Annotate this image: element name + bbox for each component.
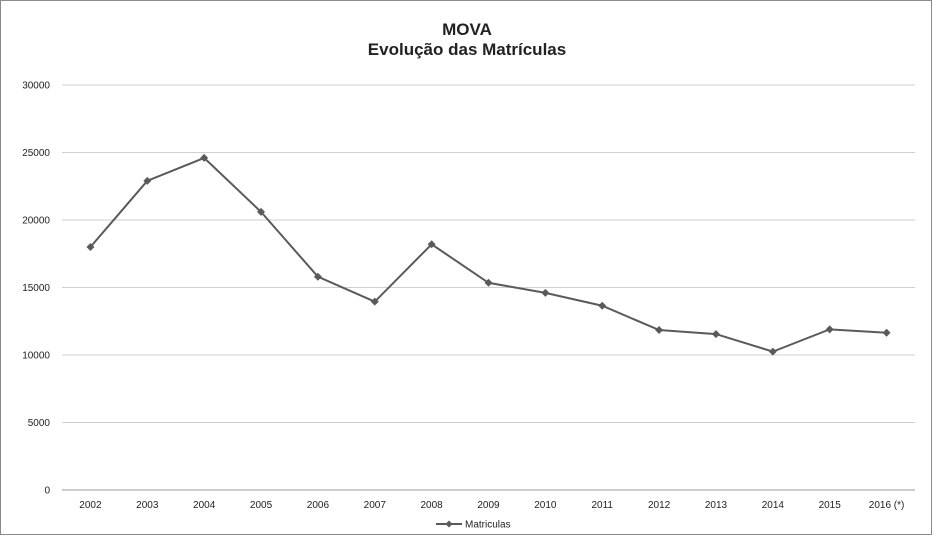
x-tick-label: 2011: [591, 500, 613, 511]
data-point: [370, 297, 379, 306]
data-point: [200, 153, 209, 162]
chart-title: MOVA: [442, 20, 492, 39]
chart-subtitle: Evolução das Matrículas: [367, 40, 567, 59]
x-tick-label: 2008: [421, 500, 444, 511]
gridlines: [62, 84, 915, 491]
chart-title-block: MOVA Evolução das Matrículas: [0, 20, 934, 60]
x-tick-label: 2014: [762, 500, 785, 511]
data-point: [427, 240, 436, 249]
data-point: [143, 176, 152, 185]
y-tick-label: 20000: [22, 216, 50, 227]
x-tick-label: 2007: [364, 500, 387, 511]
data-point: [257, 207, 266, 216]
x-tick-label: 2010: [534, 500, 557, 511]
data-point: [86, 243, 95, 251]
y-tick-label: 15000: [22, 283, 50, 294]
y-tick-label: 0: [44, 486, 50, 497]
y-tick-label: 30000: [22, 81, 50, 92]
data-point: [882, 328, 891, 337]
x-axis-ticks: 2002 2003 2004 2005 2006 2007 2008 2009 2010 2011…: [79, 500, 904, 511]
data-point: [484, 278, 493, 287]
x-tick-label: 2015: [819, 500, 842, 511]
y-axis-ticks: 0 5000 10000 15000 20000 25000 30000: [22, 81, 50, 497]
data-point: [598, 301, 607, 310]
data-point: [541, 288, 550, 297]
x-tick-label: 2016 (*): [869, 500, 905, 511]
data-point: [825, 325, 834, 334]
legend-marker: [445, 520, 453, 528]
x-tick-label: 2003: [136, 500, 159, 511]
x-tick-label: 2006: [307, 500, 330, 511]
data-point: [655, 326, 664, 335]
series-layer: [86, 153, 891, 356]
y-tick-label: 5000: [28, 418, 51, 429]
x-tick-label: 2013: [705, 500, 728, 511]
x-tick-label: 2012: [648, 500, 671, 511]
series-line: [89, 156, 887, 353]
data-point: [768, 347, 777, 356]
y-tick-label: 10000: [22, 351, 50, 362]
x-tick-label: 2009: [477, 500, 500, 511]
x-tick-label: 2004: [193, 500, 216, 511]
x-tick-label: 2005: [250, 500, 273, 511]
legend: Matriculas: [436, 520, 511, 531]
y-tick-label: 25000: [22, 148, 50, 159]
legend-label: Matriculas: [465, 520, 511, 531]
data-point: [711, 330, 720, 339]
x-tick-label: 2002: [79, 500, 102, 511]
data-point: [313, 272, 322, 281]
